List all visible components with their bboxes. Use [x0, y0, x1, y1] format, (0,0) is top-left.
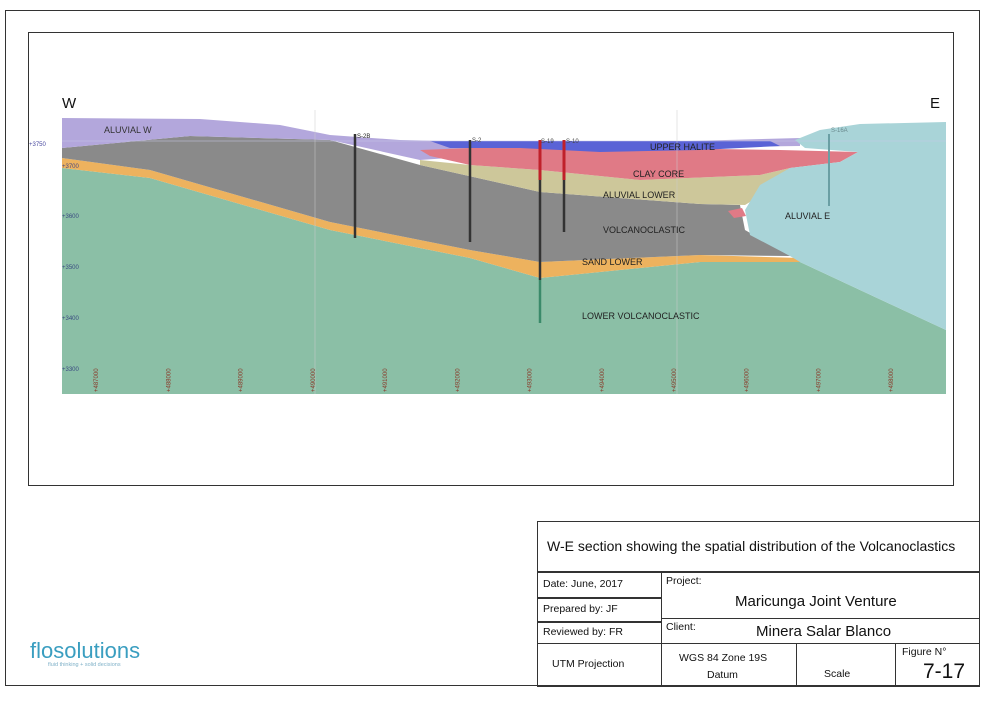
easting-label: +492000	[455, 368, 461, 392]
scale-text: Scale	[824, 668, 851, 680]
unit-clay-patch-east	[728, 208, 746, 218]
unit-aluvial-e	[745, 122, 946, 330]
client-cell: Client: Minera Salar Blanco	[661, 618, 980, 644]
easting-label: +487000	[94, 368, 100, 392]
unit-label-clay-core: CLAY CORE	[633, 169, 684, 179]
date-cell: Date: June, 2017	[537, 572, 662, 598]
borehole-label: S-19	[541, 139, 554, 145]
figure-number: 7-17	[923, 660, 966, 683]
datum-line2: Datum	[707, 669, 738, 681]
projection-cell: UTM Projection	[537, 643, 662, 687]
elevation-label: +3700	[62, 164, 80, 170]
project-name: Maricunga Joint Venture	[735, 593, 897, 610]
easting-label: +488000	[166, 368, 172, 392]
reviewed-by-text: Reviewed by: FR	[543, 626, 623, 638]
elevation-label: +3600	[62, 214, 80, 220]
easting-label: +498000	[889, 368, 895, 392]
unit-label-lower-volcanoclastic: LOWER VOLCANOCLASTIC	[582, 311, 700, 321]
figure-number-cell: Figure N° 7-17	[895, 643, 980, 687]
unit-label-sand-lower: SAND LOWER	[582, 257, 643, 267]
drawing-sheet	[5, 10, 980, 686]
easting-label: +497000	[817, 368, 823, 392]
unit-label-aluvial-e: ALUVIAL E	[785, 211, 830, 221]
direction-west-label: W	[62, 95, 77, 112]
direction-east-label: E	[930, 95, 941, 112]
unit-label-aluvial-lower: ALUVIAL LOWER	[603, 190, 676, 200]
easting-label: +494000	[600, 368, 606, 392]
projection-text: UTM Projection	[552, 658, 625, 670]
prepared-cell: Prepared by: JF	[537, 598, 662, 622]
prepared-by-text: Prepared by: JF	[543, 603, 618, 615]
easting-label: +493000	[528, 368, 534, 392]
unit-label-upper-halite: UPPER HALITE	[650, 142, 715, 152]
flo-solutions-logo: flosolutions fluid thinking + solid deci…	[30, 638, 140, 668]
borehole-label: S-2B	[357, 134, 370, 140]
client-name: Minera Salar Blanco	[756, 623, 892, 640]
figure-label: Figure N°	[902, 646, 947, 658]
easting-label: +491000	[383, 368, 389, 392]
borehole-label: S-2	[472, 138, 482, 144]
elevation-label: +3750	[29, 142, 47, 148]
reviewed-cell: Reviewed by: FR	[537, 622, 662, 644]
unit-sand-lower	[62, 158, 800, 278]
project-cell: Project: Maricunga Joint Venture	[661, 572, 980, 619]
unit-lower-volcanoclastic	[62, 168, 946, 394]
logo-wordmark: flosolutions	[30, 638, 141, 663]
unit-clay-core	[420, 146, 858, 180]
easting-label: +496000	[744, 368, 750, 392]
datum-cell: WGS 84 Zone 19S Datum	[661, 643, 797, 687]
unit-label-aluvial-w: ALUVIAL W	[104, 125, 152, 135]
unit-upper-halite	[430, 141, 780, 152]
elevation-label: +3400	[62, 316, 80, 322]
title-block: W-E section showing the spatial distribu…	[537, 521, 980, 687]
unit-aluvial-lower	[420, 160, 790, 205]
logo-tagline: fluid thinking + solid decisions	[48, 662, 121, 668]
elevation-label: +3300	[62, 367, 80, 373]
elevation-label: +3500	[62, 265, 80, 271]
unit-label-volcanoclastic: VOLCANOCLASTIC	[603, 225, 686, 235]
borehole-label: S-10	[566, 139, 579, 145]
borehole-label: S-16A	[831, 128, 848, 134]
unit-aluvial-w	[62, 118, 800, 160]
project-label: Project:	[666, 575, 702, 587]
date-text: Date: June, 2017	[543, 578, 623, 590]
easting-label: +490000	[311, 368, 317, 392]
figure-title: W-E section showing the spatial distribu…	[537, 521, 980, 572]
easting-axis: +487000 +488000 +489000 +490000 +491000 +4920…	[94, 368, 895, 392]
scale-cell: Scale	[796, 643, 896, 687]
easting-label: +489000	[239, 368, 245, 392]
easting-label: +495000	[672, 368, 678, 392]
unit-volcanoclastic	[62, 136, 790, 262]
datum-line1: WGS 84 Zone 19S	[679, 652, 768, 664]
client-label: Client:	[666, 621, 696, 633]
